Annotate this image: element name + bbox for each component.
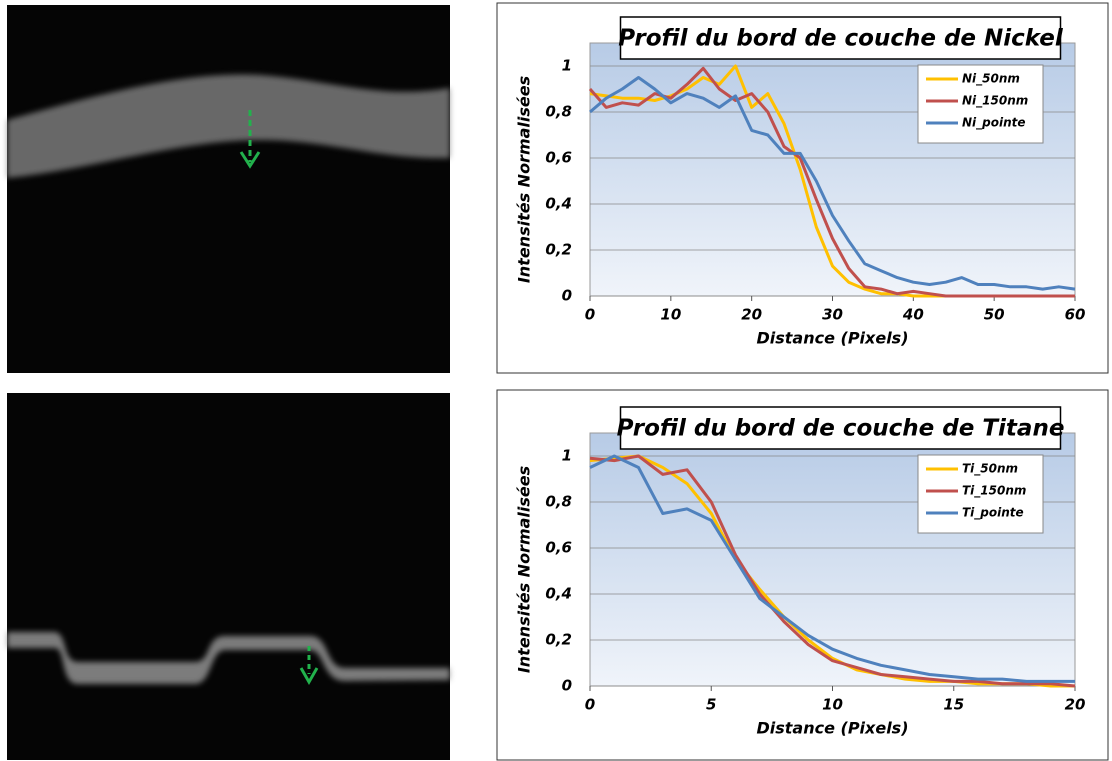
data-line — [589, 454, 1075, 683]
x-axis-label: Distance (Pixels) — [756, 719, 908, 738]
y-axis-label: Intensités Normalisées — [515, 466, 534, 673]
y-axis-label: Intensités Normalisées — [515, 76, 534, 283]
legend-label: Ti_pointe — [962, 506, 1024, 521]
x-tick-label: 15 — [943, 696, 964, 714]
legend-label: Ni_50nm — [962, 72, 1020, 87]
x-tick-label: 10 — [660, 306, 681, 324]
legend-label: Ni_pointe — [962, 116, 1026, 131]
x-tick-label: 0 — [585, 696, 595, 714]
x-tick-label: 40 — [902, 306, 924, 324]
sem-image-titane — [7, 393, 450, 760]
y-tick-label: 1 — [562, 447, 572, 465]
data-line — [588, 66, 1075, 298]
sem-image-nickel — [7, 5, 450, 373]
x-tick-label: 5 — [706, 696, 716, 714]
chart-title: Profil du bord de couche de Titane — [617, 416, 1065, 442]
y-tick-label: 0,6 — [545, 149, 572, 167]
y-tick-label: 0,8 — [545, 103, 572, 121]
data-line — [589, 76, 1076, 291]
x-axis-label: Distance (Pixels) — [756, 329, 908, 348]
x-tick-label: 30 — [822, 306, 843, 324]
x-tick-label: 0 — [585, 306, 595, 324]
y-tick-label: 0,2 — [545, 241, 572, 259]
x-tick-label: 10 — [822, 696, 843, 714]
title-box — [619, 16, 1062, 60]
y-tick-label: 0 — [562, 677, 572, 695]
y-tick-label: 0,6 — [545, 539, 572, 557]
y-tick-label: 0,4 — [545, 585, 572, 603]
title-box — [619, 406, 1062, 450]
y-tick-label: 1 — [562, 57, 572, 75]
x-tick-label: 60 — [1065, 306, 1086, 324]
chart-title: Profil du bord de couche de Nickel — [618, 26, 1064, 52]
legend-label: Ti_50nm — [962, 462, 1018, 477]
x-tick-label: 20 — [741, 306, 762, 324]
y-tick-label: 0,8 — [545, 493, 572, 511]
y-tick-label: 0,4 — [545, 195, 572, 213]
x-tick-label: 20 — [1065, 696, 1086, 714]
x-tick-label: 50 — [984, 306, 1005, 324]
legend-label: Ni_150nm — [962, 94, 1028, 109]
y-tick-label: 0 — [562, 287, 572, 305]
data-line — [589, 454, 1076, 688]
legend-label: Ti_150nm — [962, 484, 1026, 499]
y-tick-label: 0,2 — [545, 631, 572, 649]
